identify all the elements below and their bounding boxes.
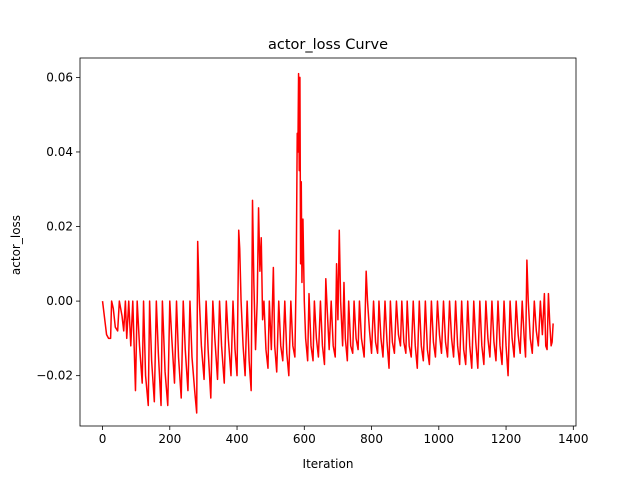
x-tick-label: 0 <box>99 432 107 446</box>
x-tick-label: 600 <box>293 432 316 446</box>
x-tick-label: 200 <box>158 432 181 446</box>
chart-title: actor_loss Curve <box>268 37 388 53</box>
y-tick-label: 0.02 <box>46 220 73 234</box>
x-tick-label: 400 <box>226 432 249 446</box>
plot-area: 0 200 400 600 800 1000 1200 1400 −0.02 0.00 0.02 0.… <box>36 57 589 446</box>
x-axis-label: Iteration <box>303 457 354 471</box>
x-tick-label: 800 <box>360 432 383 446</box>
y-tick-label: −0.02 <box>36 369 73 383</box>
axes-frame <box>79 57 577 427</box>
y-tick-label: 0.04 <box>46 145 73 159</box>
x-tick-label: 1400 <box>558 432 589 446</box>
y-tick-label: 0.06 <box>46 70 73 84</box>
series-line-0 <box>101 72 554 414</box>
x-tick-label: 1200 <box>491 432 522 446</box>
y-tick-label: 0.00 <box>46 294 73 308</box>
y-axis-label: actor_loss <box>9 215 23 275</box>
x-tick-label: 1000 <box>424 432 455 446</box>
